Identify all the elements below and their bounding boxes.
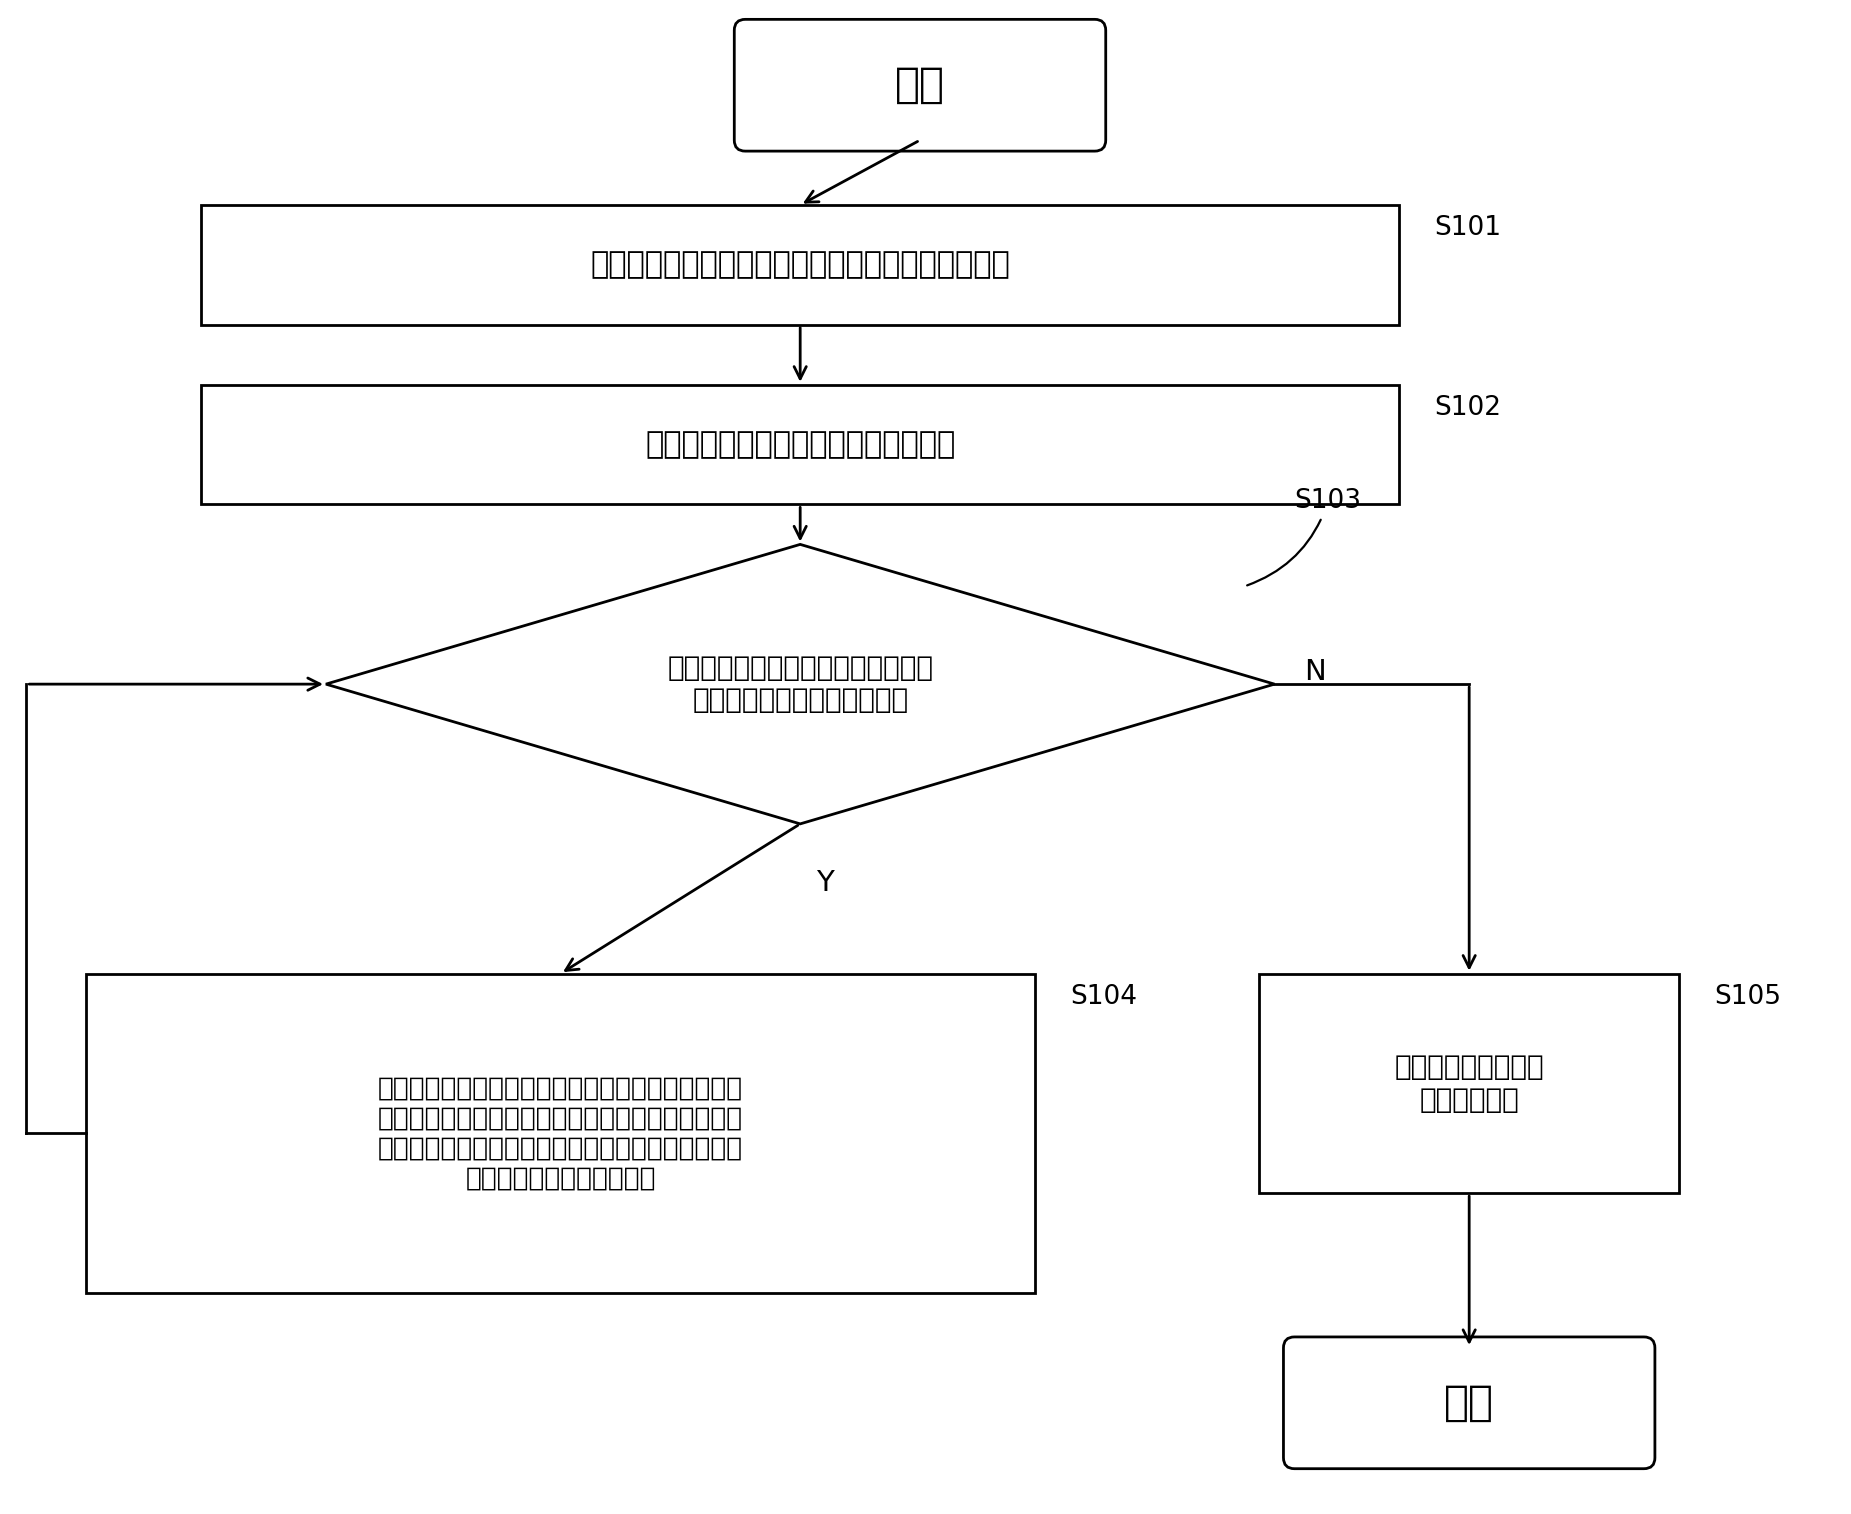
Bar (202, 385, 1399, 504)
Bar (1259, 974, 1679, 1193)
FancyBboxPatch shape (1283, 1337, 1655, 1469)
Text: S105: S105 (1714, 984, 1781, 1010)
Text: S101: S101 (1435, 215, 1501, 241)
Text: S104: S104 (1070, 984, 1137, 1010)
Text: 控制操控杆从自由行程中点位置朝两个极限位置中的
其中一个极限位置移动直至液压缸的长度达到调整长
度值；并在液压缸的长度达到调整长度值之后控制操
控杆返回自由行程: 控制操控杆从自由行程中点位置朝两个极限位置中的 其中一个极限位置移动直至液压缸的… (378, 1075, 742, 1192)
Text: N: N (1305, 659, 1325, 686)
Bar (202, 204, 1399, 326)
Text: 控制操控杆返回自由
行程中点位置: 控制操控杆返回自由 行程中点位置 (1394, 1054, 1544, 1114)
Text: 获取液压缸的真实长度值和目标长度值: 获取液压缸的真实长度值和目标长度值 (644, 430, 955, 459)
Text: Y: Y (816, 869, 835, 896)
Polygon shape (326, 545, 1275, 824)
Bar (87, 974, 1035, 1293)
Text: S102: S102 (1435, 395, 1501, 421)
Text: 判断真实长度值和目标长度值的差值
的绝对值是否大于长度差阈值: 判断真实长度值和目标长度值的差值 的绝对值是否大于长度差阈值 (666, 654, 933, 715)
Text: 结束: 结束 (1444, 1382, 1494, 1423)
Text: 确定操控杆的两个极限位置之间的自由行程中点位置: 确定操控杆的两个极限位置之间的自由行程中点位置 (590, 250, 1011, 280)
FancyBboxPatch shape (735, 20, 1105, 151)
Text: 开始: 开始 (896, 64, 946, 106)
Text: S103: S103 (1248, 489, 1362, 586)
